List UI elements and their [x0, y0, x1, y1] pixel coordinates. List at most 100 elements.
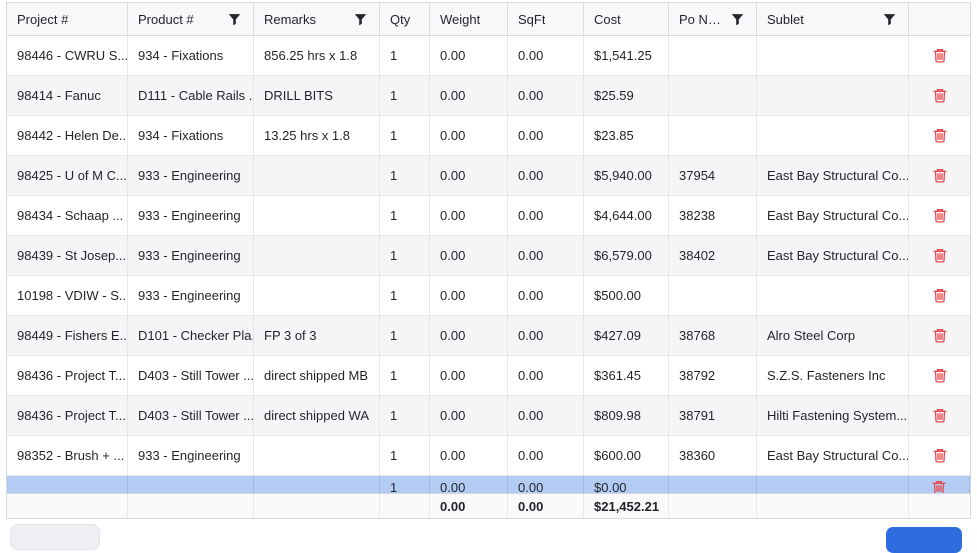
- column-header-sublet[interactable]: Sublet: [757, 3, 909, 35]
- trash-icon: [933, 449, 946, 463]
- cell-weight: 0.00: [430, 356, 508, 395]
- column-header-label: Project #: [17, 11, 69, 27]
- table-row[interactable]: 98439 - St Josep... 933 - Engineering 1 0.0…: [7, 236, 970, 276]
- trash-icon: [933, 169, 946, 183]
- trash-icon: [933, 289, 946, 303]
- cell-sublet: East Bay Structural Co...: [757, 156, 909, 195]
- cell-sublet: East Bay Structural Co...: [757, 436, 909, 475]
- table-row[interactable]: 98446 - CWRU S... 934 - Fixations 856.25 h…: [7, 36, 970, 76]
- delete-row-button[interactable]: [931, 326, 949, 345]
- table-row[interactable]: 98434 - Schaap ... 933 - Engineering 1 0.00…: [7, 196, 970, 236]
- cell-weight: 0.00: [430, 196, 508, 235]
- column-header-actions[interactable]: [909, 3, 970, 35]
- column-header-label: Product #: [138, 11, 194, 27]
- table-row[interactable]: 98352 - Brush + ... 933 - Engineering 1 0.0…: [7, 436, 970, 476]
- table-row[interactable]: 98436 - Project T... D403 - Still Tower .…: [7, 356, 970, 396]
- footer-cell-remarks: [254, 494, 380, 518]
- cell-project: 98449 - Fishers E...: [7, 316, 128, 355]
- cell-sqft: 0.00: [508, 396, 584, 435]
- delete-row-button[interactable]: [931, 246, 949, 265]
- trash-icon: [933, 329, 946, 343]
- delete-row-button[interactable]: [930, 478, 948, 493]
- table-row[interactable]: 10198 - VDIW - S... 933 - Engineering 1 0.0…: [7, 276, 970, 316]
- cell-qty: 1: [380, 76, 430, 115]
- cell-sqft: 0.00: [508, 156, 584, 195]
- cell-actions: [909, 76, 970, 115]
- cell-remarks: 856.25 hrs x 1.8: [254, 36, 380, 75]
- trash-icon: [933, 369, 946, 383]
- cell-actions: [909, 196, 970, 235]
- cell-qty: 1: [380, 156, 430, 195]
- table-row[interactable]: 98414 - Fanuc D111 - Cable Rails ... DRILL…: [7, 76, 970, 116]
- cell-po: [669, 476, 757, 493]
- cell-qty: 1: [380, 276, 430, 315]
- delete-row-button[interactable]: [931, 406, 949, 425]
- cell-qty: 1: [380, 116, 430, 155]
- cell-cost: $0.00: [584, 476, 669, 493]
- cell-po: [669, 76, 757, 115]
- footer-total-weight: 0.00: [430, 494, 508, 518]
- column-header-project[interactable]: Project #: [7, 3, 128, 35]
- cell-qty: 1: [380, 196, 430, 235]
- column-header-po[interactable]: Po Nu...: [669, 3, 757, 35]
- cell-product: D111 - Cable Rails ...: [128, 76, 254, 115]
- cell-cost: $809.98: [584, 396, 669, 435]
- delete-row-button[interactable]: [931, 46, 949, 65]
- trash-icon: [933, 129, 946, 143]
- cell-qty: 1: [380, 396, 430, 435]
- delete-row-button[interactable]: [931, 126, 949, 145]
- cell-po: 37954: [669, 156, 757, 195]
- table-row[interactable]: 98425 - U of M C... 933 - Engineering 1 0.0…: [7, 156, 970, 196]
- cell-project: [7, 476, 128, 493]
- cell-product: 933 - Engineering: [128, 196, 254, 235]
- cell-weight: 0.00: [430, 436, 508, 475]
- trash-icon: [933, 209, 946, 223]
- column-header-label: Qty: [390, 11, 411, 27]
- cell-actions: [909, 476, 970, 493]
- column-header-cost[interactable]: Cost: [584, 3, 669, 35]
- cell-po: [669, 36, 757, 75]
- delete-row-button[interactable]: [931, 206, 949, 225]
- bottom-left-button[interactable]: [10, 524, 100, 550]
- cell-remarks: [254, 476, 380, 493]
- cell-sublet: [757, 276, 909, 315]
- bottom-right-button[interactable]: [886, 527, 962, 553]
- cell-sqft: 0.00: [508, 76, 584, 115]
- column-header-product[interactable]: Product #: [128, 3, 254, 35]
- table-row-selected[interactable]: 1 0.00 0.00 $0.00: [7, 476, 970, 493]
- cell-po: [669, 116, 757, 155]
- table-row[interactable]: 98449 - Fishers E... D101 - Checker Pla..…: [7, 316, 970, 356]
- cell-sqft: 0.00: [508, 276, 584, 315]
- cell-po: 38238: [669, 196, 757, 235]
- delete-row-button[interactable]: [931, 286, 949, 305]
- filter-icon[interactable]: [354, 13, 367, 26]
- table-row[interactable]: 98442 - Helen De... 934 - Fixations 13.25 …: [7, 116, 970, 156]
- delete-row-button[interactable]: [931, 86, 949, 105]
- column-header-label: Sublet: [767, 11, 804, 27]
- line-items-table: Project # Product # Remarks Qty Weight SqFt Co…: [6, 2, 971, 519]
- filter-icon[interactable]: [731, 13, 744, 26]
- filter-icon[interactable]: [228, 13, 241, 26]
- cell-remarks: [254, 436, 380, 475]
- cell-sqft: 0.00: [508, 356, 584, 395]
- column-header-sqft[interactable]: SqFt: [508, 3, 584, 35]
- cell-weight: 0.00: [430, 36, 508, 75]
- delete-row-button[interactable]: [931, 446, 949, 465]
- cell-sublet: [757, 36, 909, 75]
- table-row[interactable]: 98436 - Project T... D403 - Still Tower .…: [7, 396, 970, 436]
- column-header-qty[interactable]: Qty: [380, 3, 430, 35]
- column-header-remarks[interactable]: Remarks: [254, 3, 380, 35]
- cell-remarks: DRILL BITS: [254, 76, 380, 115]
- column-header-label: Po Nu...: [679, 11, 725, 27]
- cell-weight: 0.00: [430, 396, 508, 435]
- footer-cell-actions: [909, 494, 970, 518]
- cell-weight: 0.00: [430, 276, 508, 315]
- column-header-weight[interactable]: Weight: [430, 3, 508, 35]
- cell-qty: 1: [380, 36, 430, 75]
- filter-icon[interactable]: [883, 13, 896, 26]
- delete-row-button[interactable]: [931, 166, 949, 185]
- delete-row-button[interactable]: [931, 366, 949, 385]
- cell-product: 933 - Engineering: [128, 236, 254, 275]
- cell-cost: $5,940.00: [584, 156, 669, 195]
- cell-cost: $4,644.00: [584, 196, 669, 235]
